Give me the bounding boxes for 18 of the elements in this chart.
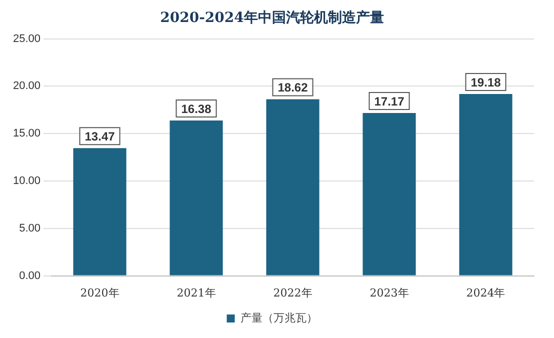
legend-label: 产量（万兆瓦）: [240, 311, 318, 324]
y-tick-label: 25.00: [12, 32, 41, 45]
data-label: 16.38: [181, 102, 212, 116]
x-tick-label: 2022年: [273, 286, 312, 300]
data-label: 17.17: [374, 94, 405, 108]
data-label: 19.18: [470, 75, 502, 90]
x-tick-label: 2023年: [370, 286, 409, 300]
data-label: 13.47: [84, 129, 116, 144]
chart-title: 2020-2024年中国汽轮机制造产量: [160, 9, 384, 26]
y-tick-label: 10.00: [12, 175, 41, 188]
data-label: 18.62: [278, 80, 308, 95]
x-tick-label: 2021年: [176, 286, 216, 300]
y-tick-label: 5.00: [19, 222, 41, 234]
x-tick-label: 2020年: [80, 286, 120, 300]
x-tick-label: 2024年: [466, 286, 506, 300]
y-tick-label: 15.00: [12, 128, 41, 140]
y-tick-label: 20.00: [12, 80, 41, 92]
y-tick-label: 0.00: [19, 270, 41, 282]
